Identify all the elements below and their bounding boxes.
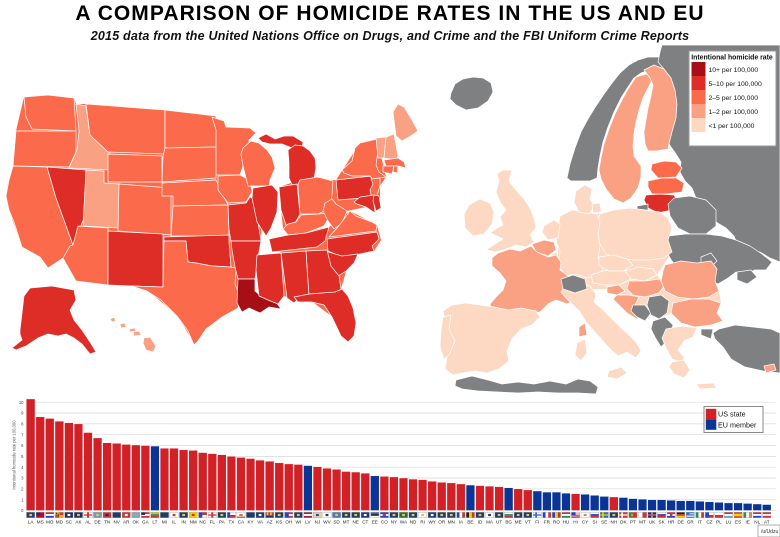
- svg-text:VT: VT: [525, 520, 531, 525]
- svg-text:IN: IN: [181, 520, 186, 525]
- svg-text:UT: UT: [496, 520, 502, 525]
- svg-text:CT: CT: [362, 520, 368, 525]
- svg-text:WV: WV: [323, 520, 331, 525]
- svg-text:EU member: EU member: [718, 420, 757, 429]
- svg-text:BG: BG: [505, 520, 512, 525]
- svg-text:LV: LV: [305, 520, 311, 525]
- svg-text:AZ: AZ: [267, 520, 273, 525]
- svg-text:DE: DE: [678, 520, 684, 525]
- svg-text:CO: CO: [381, 520, 388, 525]
- svg-text:KY: KY: [247, 520, 253, 525]
- svg-text:CA: CA: [238, 520, 245, 525]
- svg-text:HU: HU: [563, 520, 570, 525]
- svg-text:Intentional homicide rate per: Intentional homicide rate per 100,000: [12, 420, 17, 490]
- svg-text:FI: FI: [535, 520, 539, 525]
- svg-text:1: 1: [21, 497, 24, 502]
- svg-text:6: 6: [21, 443, 24, 448]
- svg-text:NH: NH: [610, 520, 617, 525]
- svg-text:NJ: NJ: [315, 520, 321, 525]
- svg-text:10: 10: [19, 400, 24, 405]
- svg-text:NL: NL: [754, 520, 760, 525]
- svg-text:SD: SD: [333, 520, 340, 525]
- svg-text:VA: VA: [257, 520, 264, 525]
- svg-text:US state: US state: [718, 410, 746, 419]
- svg-text:SC: SC: [66, 520, 73, 525]
- svg-text:TN: TN: [104, 520, 110, 525]
- svg-text:LA: LA: [28, 520, 35, 525]
- svg-text:IT: IT: [698, 520, 702, 525]
- svg-text:MT: MT: [639, 520, 646, 525]
- svg-text:NY: NY: [391, 520, 397, 525]
- svg-text:DE: DE: [94, 520, 100, 525]
- svg-text:MS: MS: [37, 520, 44, 525]
- svg-text:8: 8: [21, 422, 24, 427]
- svg-text:TX: TX: [228, 520, 234, 525]
- svg-text:IE: IE: [745, 520, 749, 525]
- svg-text:MI: MI: [162, 520, 167, 525]
- svg-text:FR: FR: [544, 520, 551, 525]
- svg-text:MN: MN: [448, 520, 455, 525]
- svg-text:RO: RO: [553, 520, 560, 525]
- svg-text:0: 0: [21, 508, 24, 513]
- svg-text:OH: OH: [285, 520, 292, 525]
- svg-text:PA: PA: [219, 520, 226, 525]
- svg-text:DK: DK: [620, 520, 627, 525]
- svg-text:1–2 per 100,000: 1–2 per 100,000: [709, 109, 759, 116]
- svg-text:AL: AL: [85, 520, 91, 525]
- svg-text:SK: SK: [659, 520, 666, 525]
- svg-text:WA: WA: [400, 520, 408, 525]
- svg-text:2–5 per 100,000: 2–5 per 100,000: [709, 95, 759, 102]
- svg-text:HI: HI: [573, 520, 578, 525]
- svg-text:AR: AR: [123, 520, 130, 525]
- svg-text:NM: NM: [190, 520, 197, 525]
- svg-text:3: 3: [21, 476, 24, 481]
- svg-text:10+ per 100,000: 10+ per 100,000: [709, 67, 759, 74]
- svg-text:/u/Udzu: /u/Udzu: [761, 529, 778, 535]
- svg-text:FL: FL: [210, 520, 216, 525]
- svg-text:Intentional homicide rate: Intentional homicide rate: [691, 55, 773, 62]
- svg-text:RI: RI: [420, 520, 425, 525]
- svg-text:MA: MA: [486, 520, 494, 525]
- svg-text:ME: ME: [515, 520, 522, 525]
- svg-text:WI: WI: [296, 520, 302, 525]
- svg-text:2: 2: [21, 486, 24, 491]
- svg-text:BE: BE: [467, 520, 473, 525]
- svg-text:NV: NV: [113, 520, 120, 525]
- svg-text:EE: EE: [372, 520, 378, 525]
- svg-text:5–10 per 100,000: 5–10 per 100,000: [709, 81, 763, 88]
- svg-text:SI: SI: [593, 520, 597, 525]
- svg-text:<1 per 100,000: <1 per 100,000: [709, 123, 755, 130]
- svg-text:GR: GR: [687, 520, 695, 525]
- svg-text:9: 9: [21, 411, 24, 416]
- svg-text:CY: CY: [582, 520, 588, 525]
- svg-text:LU: LU: [726, 520, 732, 525]
- svg-text:KS: KS: [276, 520, 282, 525]
- svg-text:NC: NC: [199, 520, 206, 525]
- svg-text:MD: MD: [56, 520, 64, 525]
- svg-text:MT: MT: [343, 520, 350, 525]
- svg-text:GA: GA: [142, 520, 150, 525]
- svg-text:OK: OK: [132, 520, 140, 525]
- svg-text:PT: PT: [630, 520, 636, 525]
- svg-text:SE: SE: [601, 520, 607, 525]
- svg-text:IA: IA: [459, 520, 464, 525]
- svg-text:IL: IL: [172, 520, 176, 525]
- svg-text:CZ: CZ: [706, 520, 712, 525]
- svg-text:LT: LT: [152, 520, 157, 525]
- svg-text:ES: ES: [735, 520, 741, 525]
- svg-text:PL: PL: [716, 520, 722, 525]
- svg-text:HR: HR: [668, 520, 675, 525]
- svg-text:4: 4: [21, 465, 24, 470]
- svg-text:5: 5: [21, 454, 24, 459]
- svg-text:AT: AT: [764, 520, 770, 525]
- svg-text:OR: OR: [438, 520, 446, 525]
- svg-text:WY: WY: [428, 520, 435, 525]
- svg-text:UK: UK: [649, 520, 656, 525]
- svg-text:ND: ND: [410, 520, 417, 525]
- svg-text:7: 7: [21, 432, 24, 437]
- svg-text:AK: AK: [75, 520, 82, 525]
- svg-text:MO: MO: [46, 520, 54, 525]
- svg-text:NE: NE: [352, 520, 358, 525]
- svg-text:ID: ID: [478, 520, 483, 525]
